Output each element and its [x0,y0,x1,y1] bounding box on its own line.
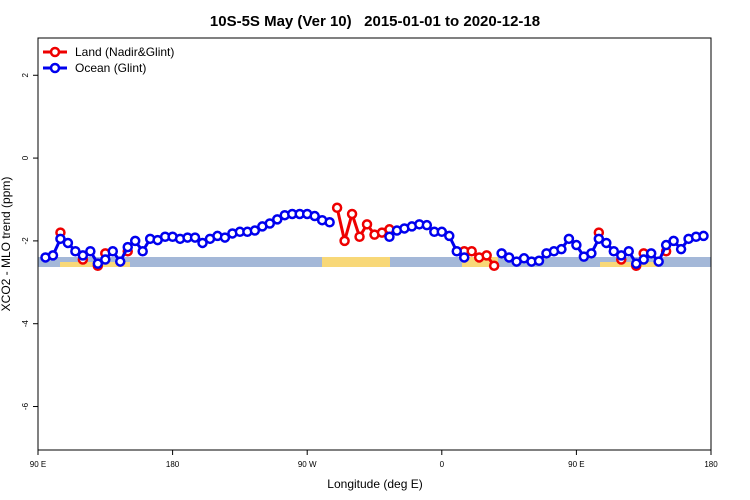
data-point [346,208,358,220]
data-point [444,230,455,242]
data-point [623,245,634,257]
data-point [645,248,657,259]
x-tick-label: 180 [704,460,718,469]
data-point [466,245,477,257]
data-point [70,245,81,257]
data-point [571,239,582,251]
data-point [77,250,89,261]
data-point [653,256,664,267]
data-point [488,260,500,271]
data-point [197,237,208,249]
data-point [361,219,373,230]
data-point [593,233,605,245]
data-point [503,252,515,263]
data-point [451,245,463,257]
data-point [496,248,507,259]
y-tick-label: -6 [21,402,30,410]
data-point [324,217,335,228]
data-point [458,252,470,263]
data-point [107,245,119,257]
y-tick-label: 0 [21,155,30,160]
data-point [616,250,627,261]
data-point [189,232,201,243]
legend-marker [49,46,61,58]
data-point [354,231,365,243]
data-point [85,245,96,257]
legend-label: Ocean (Glint) [75,61,146,75]
data-point [586,248,597,259]
data-point [638,254,649,265]
data-point [55,233,66,245]
data-point [339,235,350,247]
data-point [272,214,283,225]
x-tick-label: 90 W [298,460,317,469]
chart-title: 10S-5S May (Ver 10) 2015-01-01 to 2020-1… [210,13,540,30]
x-axis-label: Longitude (deg E) [327,477,422,491]
data-point [675,243,687,255]
data-point [533,255,545,267]
y-tick-label: -2 [21,237,30,245]
data-point [608,245,620,257]
data-point [219,232,231,243]
data-point [331,202,343,214]
data-point [421,219,433,231]
data-point [660,239,672,251]
y-tick-label: 2 [21,72,30,77]
data-point [436,226,448,238]
data-point [481,250,492,261]
x-tick-label: 90 E [568,460,584,469]
data-point [563,233,575,245]
legend-label: Land (Nadir&Glint) [75,45,174,59]
legend-marker [49,62,61,74]
data-point [47,250,59,261]
data-point [100,254,111,265]
data-point [129,235,141,247]
data-point [698,230,709,242]
data-point [556,243,567,255]
data-point [122,241,133,253]
data-point [601,237,612,249]
data-point [115,256,126,267]
data-point [630,258,642,269]
data-point [309,210,320,222]
data-point [137,245,148,257]
data-point [92,258,104,269]
map-strip [38,257,711,267]
x-tick-label: 90 E [30,460,46,469]
data-point [62,237,74,249]
data-point [264,218,276,229]
plot-frame [37,37,712,451]
data-point [668,235,679,247]
data-point [249,225,261,236]
x-tick-label: 0 [440,460,445,469]
y-axis-label: XCO2 - MLO trend (ppm) [0,177,13,312]
x-tick-label: 180 [166,460,180,469]
data-point [384,231,395,243]
y-tick-label: -4 [21,320,30,328]
